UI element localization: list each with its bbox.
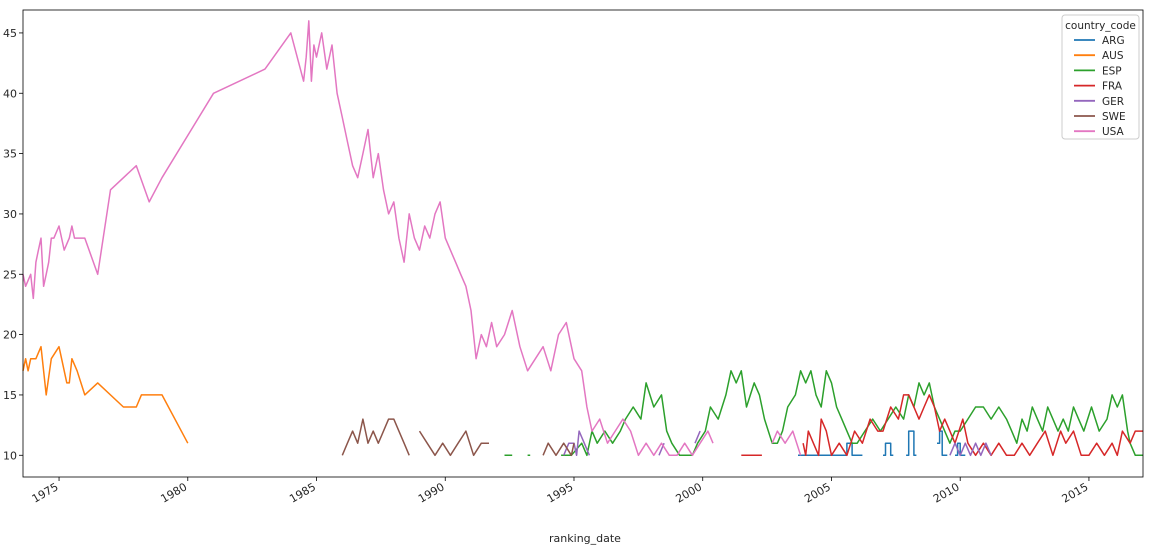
series-line-swe	[341, 418, 575, 457]
y-tick-label: 40	[3, 87, 17, 100]
legend-label-usa: USA	[1102, 126, 1125, 138]
y-tick-label: 25	[3, 268, 17, 281]
y-tick-label: 35	[3, 148, 17, 161]
legend: country_code ARG AUS ESP FRA GER SWE USA	[1061, 14, 1140, 140]
y-tick-label: 30	[3, 208, 17, 221]
legend-label-arg: ARG	[1102, 35, 1125, 47]
x-tick-label: 1975	[30, 480, 61, 505]
plot-frame	[22, 9, 1144, 478]
x-axis-label: ranking_date	[549, 532, 621, 545]
legend-title: country_code	[1065, 20, 1136, 32]
legend-label-swe: SWE	[1102, 111, 1126, 123]
y-tick-label: 45	[3, 27, 17, 40]
x-tick-label: 1990	[416, 480, 447, 505]
series-line-arg	[798, 430, 966, 457]
legend-label-esp: ESP	[1102, 65, 1122, 77]
y-axis: 10 15 20 25 30 35 40 45	[3, 27, 23, 462]
series-layer	[22, 20, 1143, 457]
legend-box	[1061, 14, 1140, 140]
legend-label-ger: GER	[1102, 96, 1124, 108]
series-line-ger	[563, 430, 992, 457]
series-line-usa	[22, 20, 802, 457]
series-line-aus	[22, 345, 189, 444]
x-axis: 1975 1980 1985 1990 1995 2000 2005 2010 2015	[30, 477, 1091, 506]
series-line-esp	[504, 370, 1143, 457]
legend-items: ARG AUS ESP FRA GER SWE USA	[1074, 35, 1126, 138]
x-tick-label: 1980	[159, 480, 190, 505]
x-tick-label: 2010	[931, 480, 962, 505]
y-tick-label: 10	[3, 449, 17, 462]
x-tick-label: 1985	[287, 480, 318, 505]
x-tick-label: 2015	[1060, 480, 1091, 505]
x-tick-label: 2005	[802, 480, 833, 505]
series-line-fra	[741, 394, 1143, 457]
y-tick-label: 15	[3, 389, 17, 402]
legend-label-aus: AUS	[1102, 50, 1124, 62]
x-tick-label: 2000	[673, 480, 704, 505]
plot-background	[23, 10, 1143, 477]
x-tick-label: 1995	[545, 480, 576, 505]
legend-label-fra: FRA	[1102, 81, 1123, 93]
y-tick-label: 20	[3, 329, 17, 342]
